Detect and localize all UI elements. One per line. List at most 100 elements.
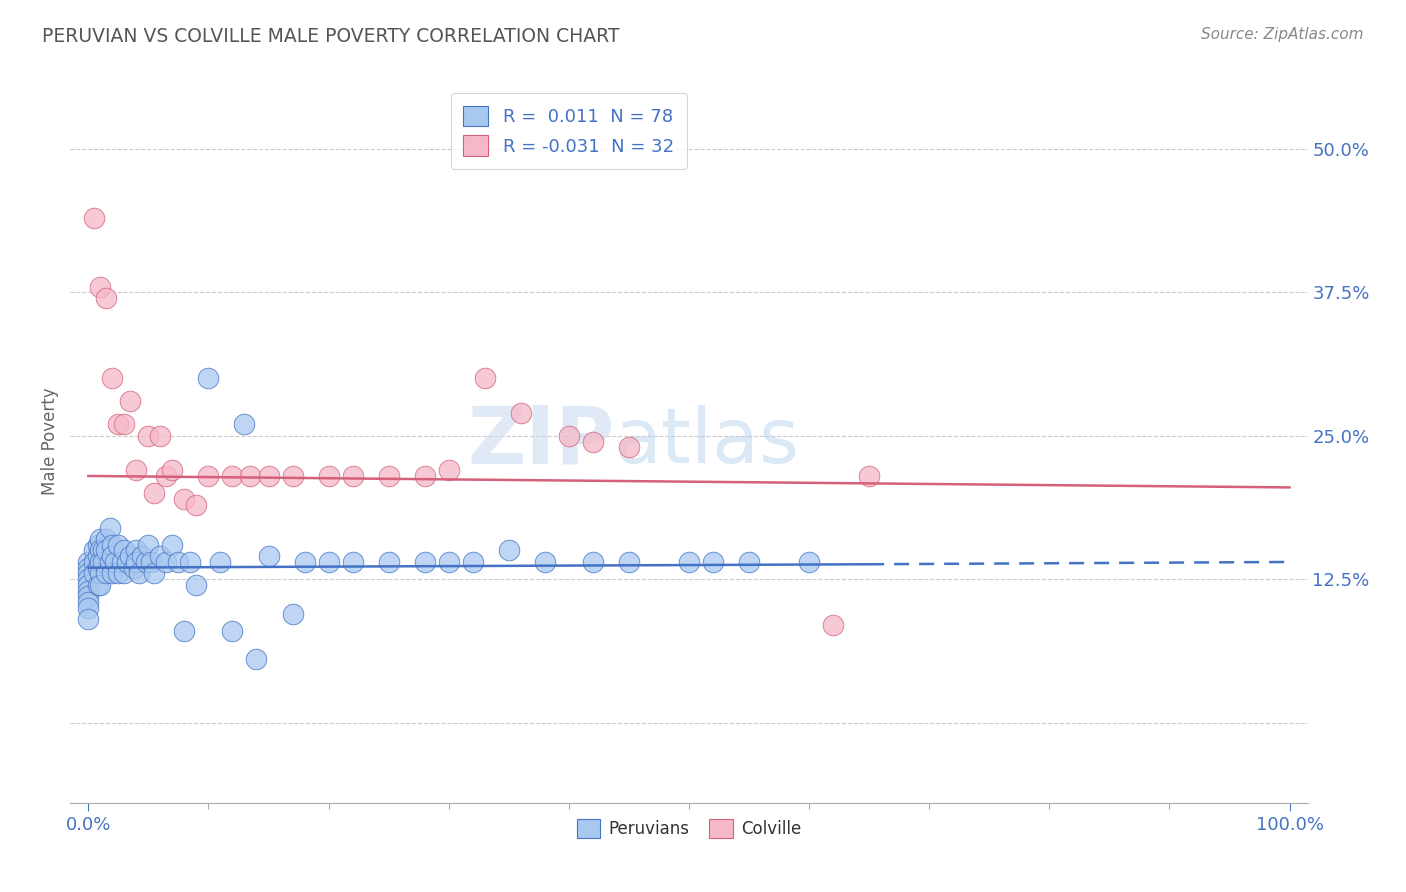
Point	[678, 555, 700, 569]
Point	[558, 429, 581, 443]
Point	[89, 279, 111, 293]
Text: ZIP: ZIP	[467, 402, 614, 481]
Point	[474, 371, 496, 385]
Point	[413, 469, 436, 483]
Point	[377, 555, 399, 569]
Point	[83, 211, 105, 225]
Point	[125, 543, 148, 558]
Point	[77, 595, 100, 609]
Point	[112, 417, 135, 432]
Point	[797, 555, 820, 569]
Point	[173, 624, 195, 638]
Point	[91, 543, 114, 558]
Point	[342, 469, 364, 483]
Point	[89, 532, 111, 546]
Point	[149, 429, 172, 443]
Point	[104, 555, 127, 569]
Point	[413, 555, 436, 569]
Point	[138, 538, 160, 552]
Point	[143, 566, 166, 581]
Point	[89, 566, 111, 581]
Point	[533, 555, 555, 569]
Point	[186, 498, 208, 512]
Point	[128, 566, 150, 581]
Point	[96, 532, 118, 546]
Point	[91, 555, 114, 569]
Point	[318, 469, 340, 483]
Text: atlas: atlas	[614, 405, 800, 478]
Point	[96, 543, 118, 558]
Point	[738, 555, 761, 569]
Point	[138, 429, 160, 443]
Point	[155, 555, 177, 569]
Point	[318, 555, 340, 569]
Point	[101, 371, 124, 385]
Point	[461, 555, 484, 569]
Text: PERUVIAN VS COLVILLE MALE POVERTY CORRELATION CHART: PERUVIAN VS COLVILLE MALE POVERTY CORREL…	[42, 27, 620, 45]
Point	[77, 600, 100, 615]
Point	[823, 618, 845, 632]
Point	[98, 555, 121, 569]
Point	[125, 555, 148, 569]
Point	[83, 543, 105, 558]
Point	[498, 543, 520, 558]
Point	[115, 555, 138, 569]
Legend: Peruvians, Colville: Peruvians, Colville	[569, 813, 808, 845]
Point	[101, 538, 124, 552]
Point	[83, 555, 105, 569]
Point	[111, 555, 134, 569]
Point	[155, 469, 177, 483]
Point	[122, 560, 145, 574]
Point	[186, 578, 208, 592]
Point	[120, 394, 142, 409]
Point	[294, 555, 316, 569]
Point	[135, 555, 157, 569]
Point	[173, 491, 195, 506]
Point	[120, 549, 142, 564]
Point	[107, 566, 129, 581]
Point	[239, 469, 262, 483]
Point	[89, 555, 111, 569]
Point	[702, 555, 724, 569]
Point	[167, 555, 190, 569]
Point	[96, 566, 118, 581]
Point	[162, 463, 184, 477]
Point	[377, 469, 399, 483]
Point	[617, 555, 640, 569]
Point	[77, 572, 100, 586]
Point	[77, 566, 100, 581]
Point	[858, 469, 880, 483]
Point	[582, 555, 605, 569]
Point	[96, 291, 118, 305]
Point	[87, 549, 110, 564]
Point	[131, 549, 153, 564]
Point	[77, 590, 100, 604]
Point	[281, 469, 304, 483]
Point	[245, 652, 267, 666]
Point	[197, 469, 219, 483]
Point	[257, 469, 280, 483]
Point	[139, 555, 162, 569]
Point	[257, 549, 280, 564]
Point	[101, 549, 124, 564]
Point	[87, 538, 110, 552]
Point	[617, 440, 640, 454]
Point	[437, 463, 460, 477]
Point	[89, 578, 111, 592]
Point	[342, 555, 364, 569]
Point	[125, 463, 148, 477]
Point	[107, 538, 129, 552]
Point	[101, 566, 124, 581]
Point	[437, 555, 460, 569]
Y-axis label: Male Poverty: Male Poverty	[41, 388, 59, 495]
Text: Source: ZipAtlas.com: Source: ZipAtlas.com	[1201, 27, 1364, 42]
Point	[112, 543, 135, 558]
Point	[179, 555, 201, 569]
Point	[209, 555, 232, 569]
Point	[77, 555, 100, 569]
Point	[77, 612, 100, 626]
Point	[77, 560, 100, 574]
Point	[233, 417, 256, 432]
Point	[582, 434, 605, 449]
Point	[143, 486, 166, 500]
